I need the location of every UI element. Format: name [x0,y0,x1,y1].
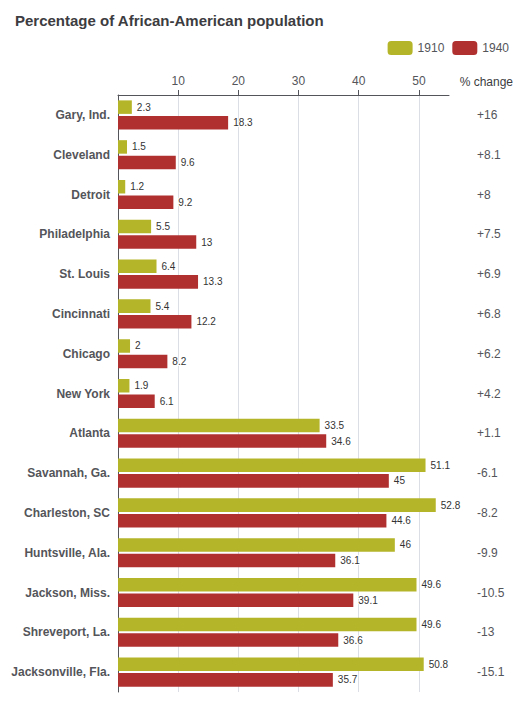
svg-text:Atlanta: Atlanta [69,426,110,440]
svg-text:49.6: 49.6 [422,619,442,630]
svg-text:Percentage of African-American: Percentage of African-American populatio… [15,12,324,29]
svg-text:2.3: 2.3 [137,102,151,113]
svg-text:1.9: 1.9 [134,380,148,391]
svg-text:% change: % change [460,75,514,89]
svg-text:Detroit: Detroit [71,188,110,202]
svg-text:36.1: 36.1 [340,555,360,566]
svg-text:36.6: 36.6 [343,635,363,646]
svg-text:33.5: 33.5 [325,420,345,431]
svg-text:6.4: 6.4 [162,261,176,272]
svg-text:40: 40 [352,74,366,88]
svg-text:30: 30 [292,74,306,88]
svg-text:18.3: 18.3 [233,117,253,128]
svg-text:6.1: 6.1 [160,396,174,407]
svg-text:44.6: 44.6 [391,515,411,526]
svg-text:-13: -13 [477,625,495,639]
svg-text:Jacksonville, Fla.: Jacksonville, Fla. [11,665,110,679]
svg-text:51.1: 51.1 [431,460,451,471]
svg-text:+8: +8 [477,188,491,202]
svg-text:5.4: 5.4 [155,301,169,312]
svg-text:1940: 1940 [482,41,509,55]
svg-text:50.8: 50.8 [429,659,449,670]
svg-text:1.5: 1.5 [132,141,146,152]
svg-text:-15.1: -15.1 [477,665,505,679]
svg-text:1.2: 1.2 [130,181,144,192]
svg-text:1910: 1910 [418,41,445,55]
svg-text:Cleveland: Cleveland [53,148,110,162]
svg-text:+6.8: +6.8 [477,307,501,321]
svg-text:13.3: 13.3 [203,276,223,287]
svg-text:Philadelphia: Philadelphia [39,227,110,241]
svg-text:50: 50 [412,74,426,88]
svg-text:9.2: 9.2 [178,197,192,208]
svg-text:Cincinnati: Cincinnati [52,307,110,321]
svg-text:Charleston, SC: Charleston, SC [24,506,110,520]
svg-text:5.5: 5.5 [156,221,170,232]
svg-text:46: 46 [400,539,412,550]
svg-text:49.6: 49.6 [422,579,442,590]
svg-text:+1.1: +1.1 [477,426,501,440]
svg-text:Shreveport, La.: Shreveport, La. [23,625,110,639]
svg-text:12.2: 12.2 [196,316,216,327]
svg-text:9.6: 9.6 [181,157,195,168]
svg-text:St. Louis: St. Louis [59,267,110,281]
svg-text:+6.2: +6.2 [477,347,501,361]
svg-text:+6.9: +6.9 [477,267,501,281]
svg-text:+4.2: +4.2 [477,387,501,401]
svg-text:20: 20 [232,74,246,88]
svg-text:Huntsville, Ala.: Huntsville, Ala. [24,546,110,560]
svg-text:-6.1: -6.1 [477,466,498,480]
svg-text:-8.2: -8.2 [477,506,498,520]
svg-text:Jackson, Miss.: Jackson, Miss. [25,586,110,600]
svg-text:45: 45 [394,475,406,486]
svg-text:35.7: 35.7 [338,674,358,685]
svg-text:Chicago: Chicago [63,347,110,361]
svg-text:2: 2 [135,340,141,351]
svg-text:13: 13 [201,237,213,248]
svg-text:8.2: 8.2 [172,356,186,367]
svg-text:52.8: 52.8 [441,500,461,511]
svg-text:Gary, Ind.: Gary, Ind. [56,108,110,122]
svg-text:New York: New York [56,387,110,401]
svg-text:34.6: 34.6 [331,436,351,447]
svg-text:-9.9: -9.9 [477,546,498,560]
svg-text:39.1: 39.1 [358,595,378,606]
svg-text:+8.1: +8.1 [477,148,501,162]
svg-text:Savannah, Ga.: Savannah, Ga. [27,466,110,480]
svg-text:+16: +16 [477,108,498,122]
svg-text:+7.5: +7.5 [477,227,501,241]
svg-text:10: 10 [172,74,186,88]
svg-text:-10.5: -10.5 [477,586,505,600]
